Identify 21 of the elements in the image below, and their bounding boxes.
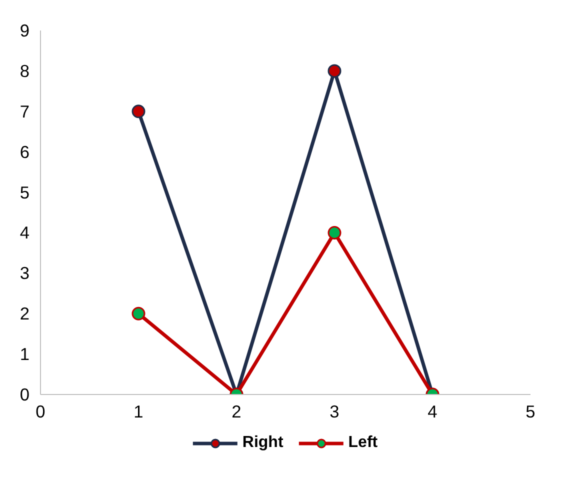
y-tick-label: 0 xyxy=(20,384,30,404)
y-tick-label: 5 xyxy=(20,182,30,202)
point xyxy=(328,226,342,240)
x-tick-label: 1 xyxy=(134,402,144,422)
y-tick-label: 2 xyxy=(20,304,30,324)
legend-label: Left xyxy=(348,434,378,452)
x-tick-label: 3 xyxy=(330,402,340,422)
x-tick-label: 2 xyxy=(232,402,242,422)
y-tick-label: 3 xyxy=(20,263,30,284)
y-tick-label: 9 xyxy=(20,20,30,40)
y-tick-label: 7 xyxy=(20,101,30,122)
x-tick-label: 0 xyxy=(36,402,46,422)
point xyxy=(132,104,146,118)
y-tick-label: 6 xyxy=(20,142,30,162)
x-tick-label: 4 xyxy=(428,402,438,422)
y-tick-label: 8 xyxy=(20,60,30,81)
y-tick-label: 4 xyxy=(20,222,30,243)
x-tick-label: 5 xyxy=(526,402,536,422)
point xyxy=(328,64,342,78)
legend-label: Right xyxy=(242,434,284,452)
y-tick-label: 1 xyxy=(20,344,30,364)
